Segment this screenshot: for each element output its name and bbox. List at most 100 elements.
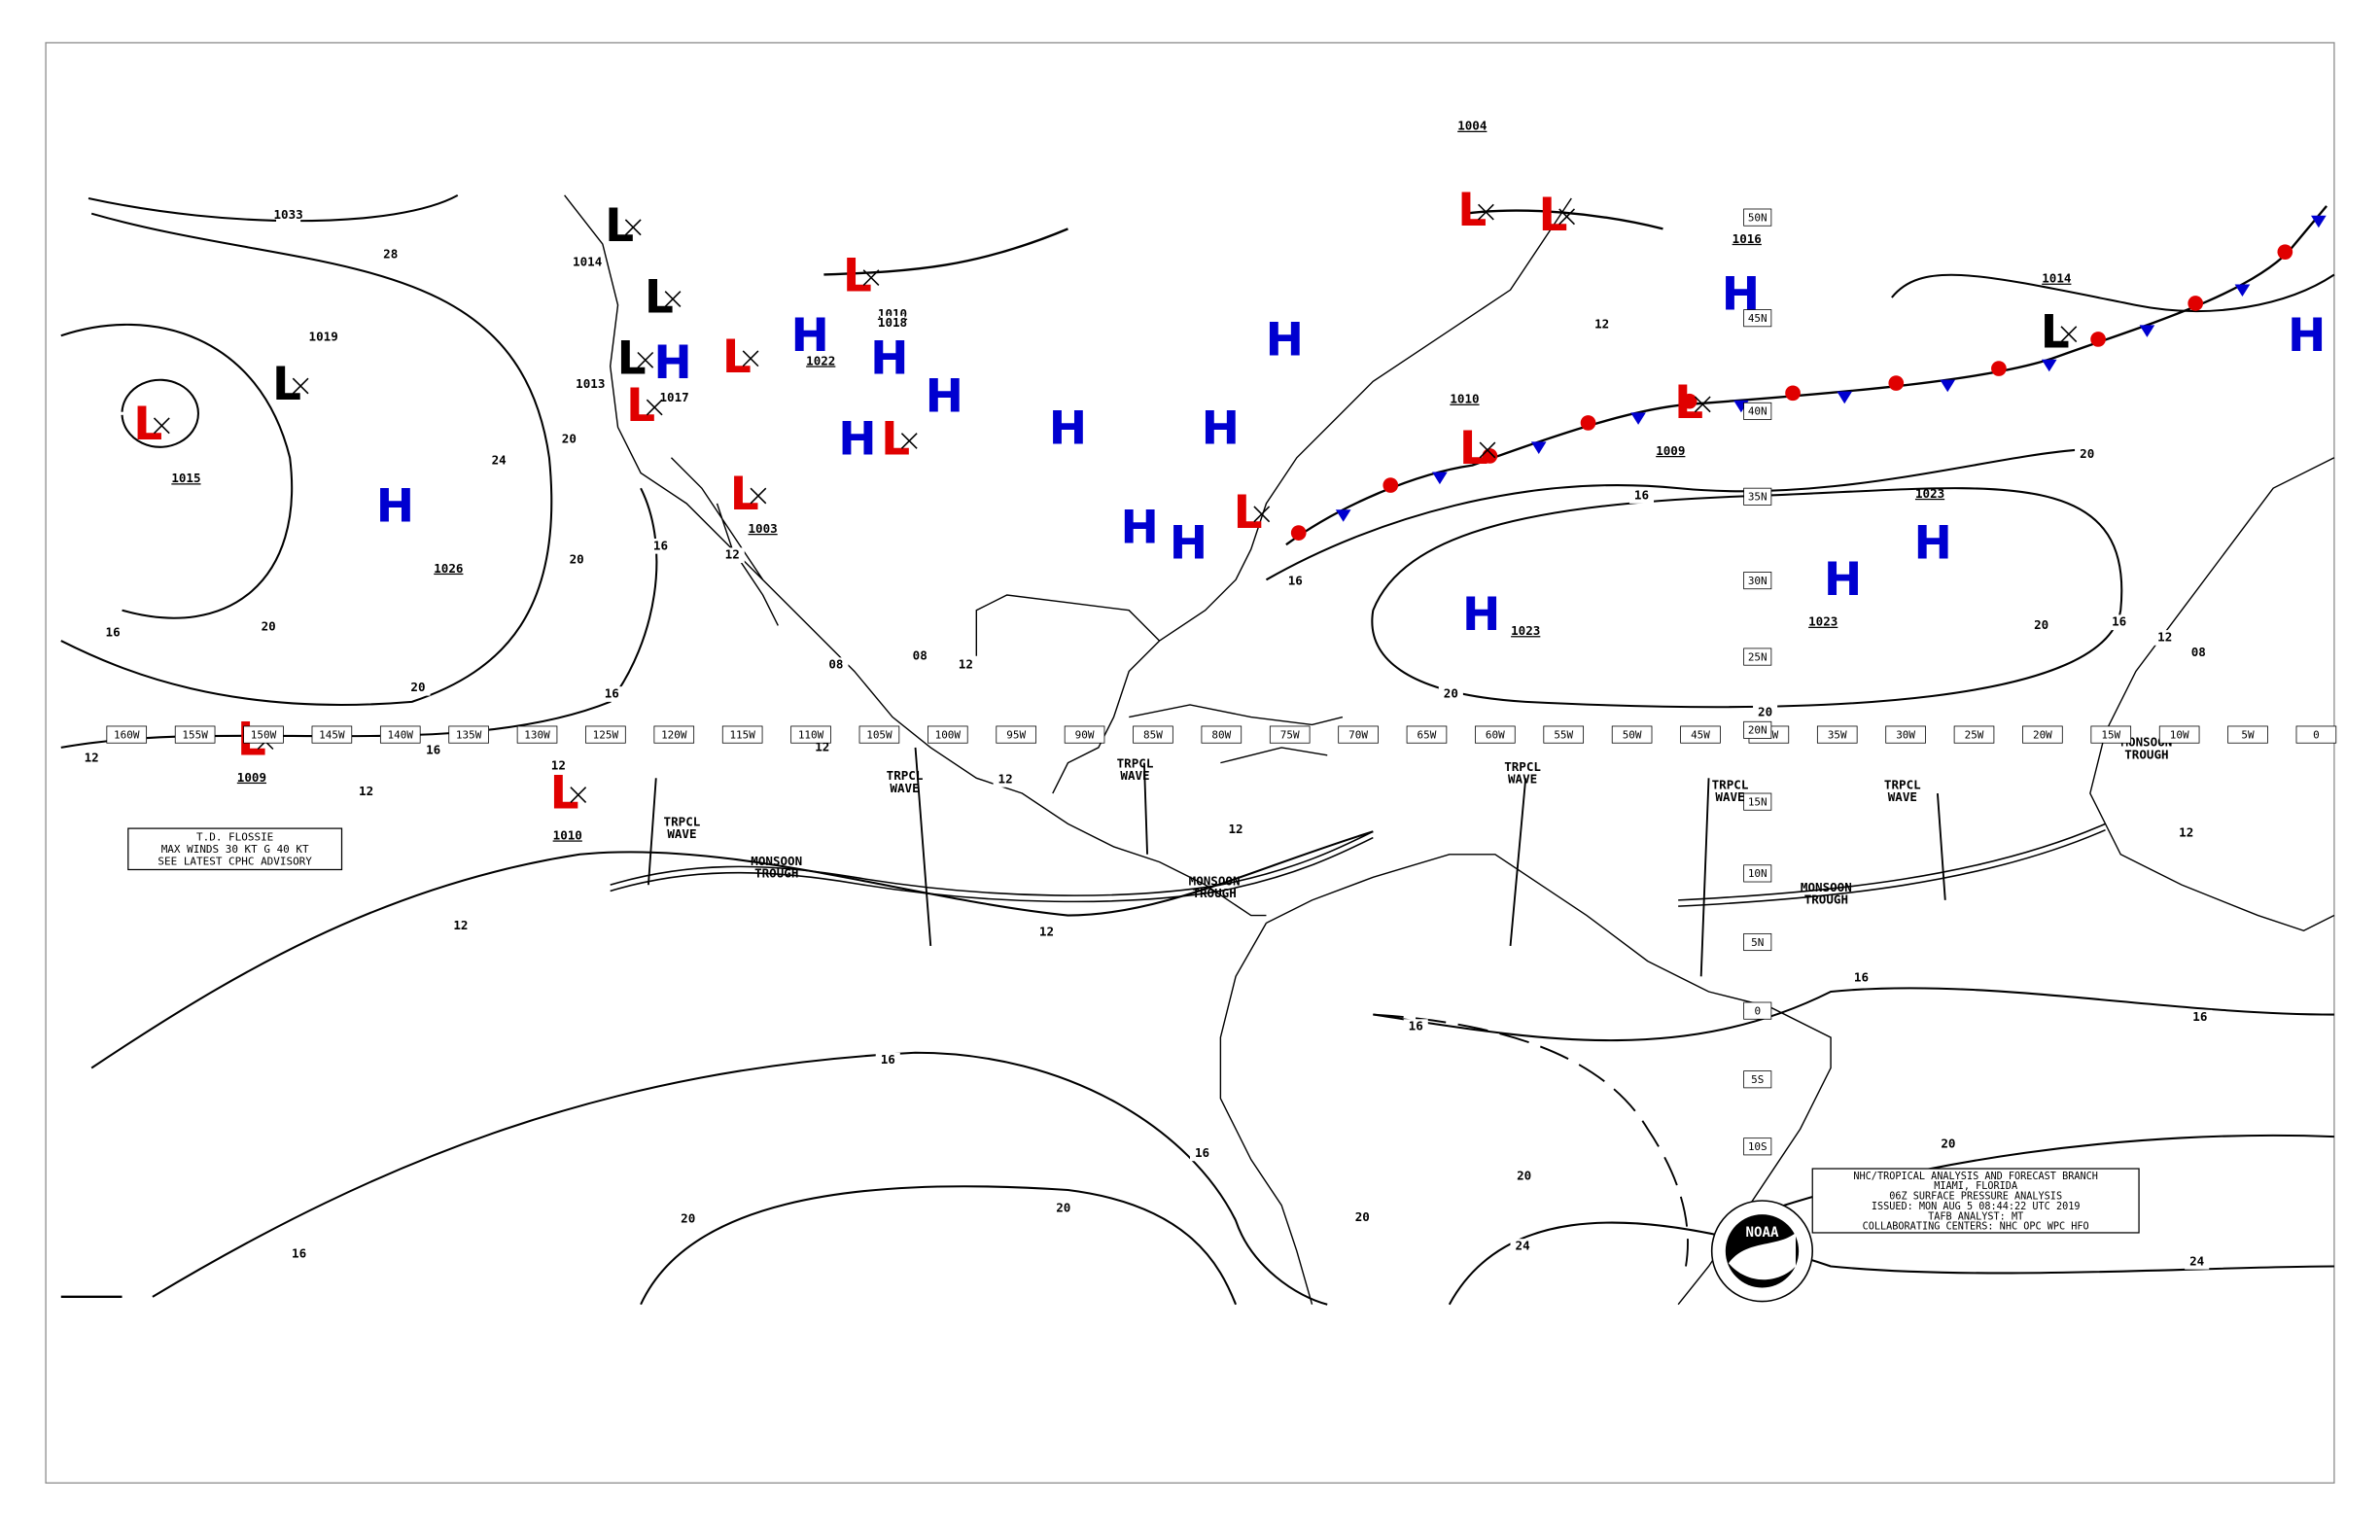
lon-label-bg xyxy=(2158,725,2200,744)
title-line: NHC/TROPICAL ANALYSIS AND FORECAST BRANC… xyxy=(1853,1172,2097,1182)
isobar-label: 24 xyxy=(1516,1239,1530,1253)
label-bg xyxy=(993,772,1018,788)
label-bg xyxy=(578,376,603,393)
central-pressure: 1016 xyxy=(1732,231,1762,246)
isobar-label: 20 xyxy=(1056,1200,1070,1214)
isobar-label: 12 xyxy=(1229,822,1243,836)
feature-label: MONSOON xyxy=(1801,880,1852,894)
longitude-label: 155W xyxy=(182,728,208,741)
center-cross xyxy=(1558,208,1576,226)
isobar-label: 1017 xyxy=(659,390,688,404)
title-line: MIAMI, FLORIDA xyxy=(1934,1181,2017,1192)
longitude-label: 30W xyxy=(1896,728,1915,741)
isobar-label: 20 xyxy=(1758,704,1772,718)
lon-label-bg xyxy=(1475,725,1516,744)
isobar-labels: 1033 28 1019 24 20 20 16 20 20 16 16 12 12 12 12 16 16 20… xyxy=(79,207,2213,1270)
label-bg xyxy=(2029,617,2054,634)
pressure-center-symbol: H xyxy=(791,309,829,363)
feature-label: TROUGH xyxy=(1192,886,1236,900)
center-cross xyxy=(1694,396,1711,413)
longitude-label: 150W xyxy=(251,728,277,741)
isobar-label: 12 xyxy=(359,784,373,798)
cold-front-barb xyxy=(1335,509,1351,522)
longitude-label: 90W xyxy=(1075,728,1095,741)
isobar-label: 1033 xyxy=(273,207,302,222)
longitude-label: 10W xyxy=(2170,728,2189,741)
pressure-center-symbol: L xyxy=(1459,422,1488,475)
label-bg xyxy=(2107,614,2132,631)
advisory-line: MAX WINDS 30 KT G 40 KT xyxy=(161,843,309,856)
logo-text: NOAA xyxy=(1745,1225,1778,1241)
lat-label-bg xyxy=(1743,309,1772,328)
label-bg xyxy=(1190,1145,1215,1162)
lon-label-bg xyxy=(928,725,968,744)
feature-label: TROUGH xyxy=(754,866,798,881)
isobar-label: 16 xyxy=(1634,488,1649,503)
lon-label-bg xyxy=(1269,725,1311,744)
title-line: 06Z SURFACE PRESSURE ANALYSIS xyxy=(1889,1192,2062,1203)
central-pressure: 1004 xyxy=(1457,119,1487,133)
isobar-label: 12 xyxy=(2157,629,2172,644)
central-pressure: 1009 xyxy=(1656,443,1685,458)
pressure-center-symbol: L xyxy=(1538,189,1567,242)
label-bg xyxy=(1349,1209,1375,1226)
lat-label-bg xyxy=(1743,208,1772,227)
label-bg xyxy=(1033,924,1060,940)
center-cross xyxy=(900,433,918,449)
label-bg xyxy=(810,740,835,755)
isobar-label: 16 xyxy=(605,686,619,701)
central-pressure: 1009 xyxy=(237,770,266,785)
isobar-label: 16 xyxy=(426,743,440,757)
pressure-center-symbol: L xyxy=(605,199,634,253)
lon-label-bg xyxy=(2090,725,2132,744)
pressure-center-symbol: H xyxy=(653,336,691,390)
lon-label-bg xyxy=(174,725,216,744)
isobar-label: 20 xyxy=(562,431,577,445)
isobar-label: 12 xyxy=(725,547,740,562)
label-bg xyxy=(662,390,687,406)
longitude-label: 130W xyxy=(524,728,550,741)
label-bg xyxy=(1848,970,1874,986)
cold-front-barb xyxy=(2041,359,2057,372)
lon-label-bg xyxy=(106,725,148,744)
latitude-label: 30N xyxy=(1748,575,1768,587)
isobar-label: 12 xyxy=(453,918,468,932)
label-bg xyxy=(1753,704,1778,720)
lat-label-bg xyxy=(1743,648,1772,666)
pressure-center-symbol: L xyxy=(1457,184,1487,237)
label-bg xyxy=(648,538,674,554)
isobar-label: 12 xyxy=(959,657,973,672)
lat-label-bg xyxy=(1743,864,1772,883)
isobar-label: 16 xyxy=(881,1052,895,1067)
label-bg xyxy=(599,686,624,702)
label-bg xyxy=(2152,630,2178,646)
feature-label: WAVE xyxy=(1715,789,1744,804)
lon-label-bg xyxy=(721,725,763,744)
cold-front-barb xyxy=(1940,379,1956,393)
lat-label-bg xyxy=(1743,1138,1772,1156)
isobar-label: 12 xyxy=(1039,924,1054,938)
pressure-center-symbol: H xyxy=(870,332,908,385)
latitude-label: 40N xyxy=(1748,405,1768,418)
label-bg xyxy=(2174,824,2199,841)
warm-front-bump xyxy=(2090,332,2106,347)
isobar-label: 16 xyxy=(1854,969,1869,984)
lon-label-bg xyxy=(1133,725,1173,744)
lat-label-bg xyxy=(1743,572,1772,590)
pressure-center-symbol: H xyxy=(2288,309,2326,363)
central-pressure: 1023 xyxy=(1808,614,1838,629)
center-cross xyxy=(570,787,587,803)
longitude-label: 110W xyxy=(798,728,824,741)
isobar-label: 20 xyxy=(1941,1136,1955,1150)
label-bg xyxy=(1590,317,1615,333)
pressure-centers: L1015LH1026L1009L1010H1023H1023H1023H101… xyxy=(133,119,2326,843)
isobar-label: 16 xyxy=(1409,1019,1423,1033)
label-bg xyxy=(486,453,511,469)
feature-label: WAVE xyxy=(667,826,696,841)
title-box: NHC/TROPICAL ANALYSIS AND FORECAST BRANC… xyxy=(1811,1168,2140,1234)
latitude-label: 10S xyxy=(1748,1140,1768,1153)
isobar-label: 12 xyxy=(85,750,99,764)
isobar-label: 16 xyxy=(106,625,121,640)
title-line: COLLABORATING CENTERS: NHC OPC WPC HFO xyxy=(1863,1222,2089,1233)
